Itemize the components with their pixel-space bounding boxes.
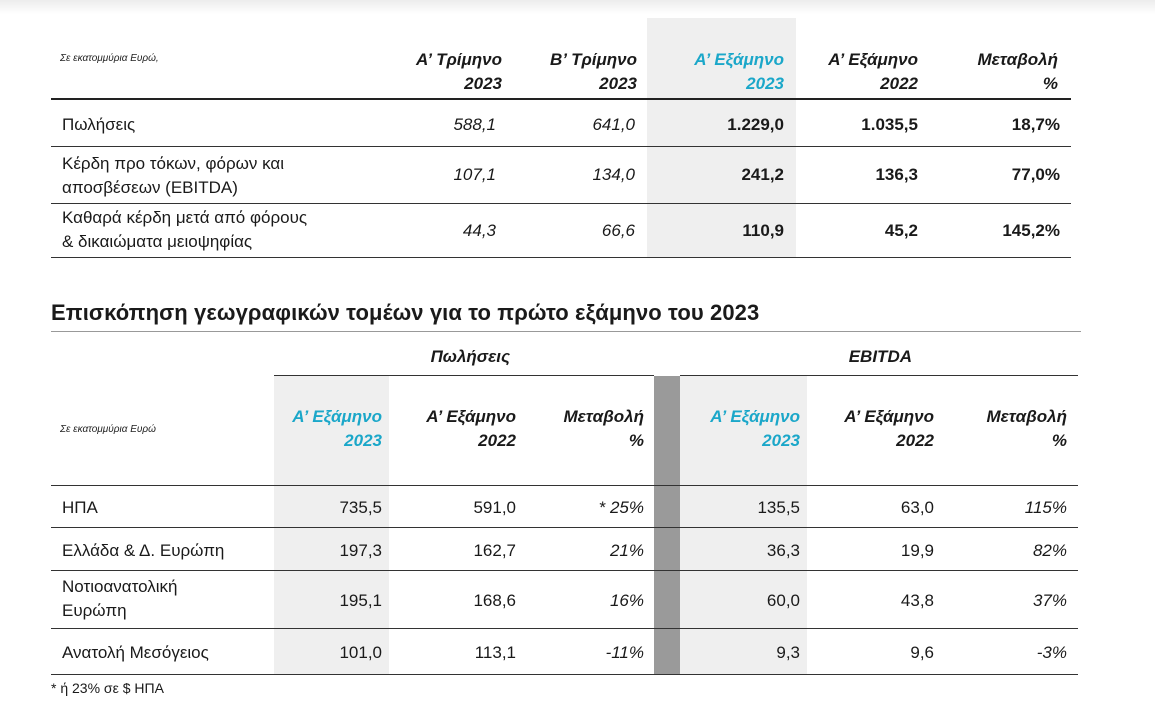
highlight-column-shade <box>680 376 807 674</box>
header-rule <box>51 98 1071 100</box>
unit-label: Σε εκατομμύρια Ευρώ, <box>60 53 159 64</box>
row-rule <box>51 146 1071 147</box>
header-rule <box>51 485 1078 486</box>
table-cell: 168,6 <box>473 591 516 610</box>
table-cell: 1.229,0 <box>727 115 784 134</box>
col-header-ebitda-h1-2023: Α’ Εξάμηνο 2023 <box>710 407 800 450</box>
table-cell: 18,7% <box>1011 115 1060 134</box>
row-label: Καθαρά κέρδη μετά από φόρους & δικαιώματα… <box>62 208 308 251</box>
col-header-h1-2022: Α’ Εξάμηνο 2022 <box>828 50 918 93</box>
row-label: Ελλάδα & Δ. Ευρώπη <box>62 541 225 560</box>
col-header-sales-h1-2023: Α’ Εξάμηνο 2023 <box>292 407 382 450</box>
table-cell: 145,2% <box>1002 221 1060 240</box>
table-cell: 16% <box>609 591 644 610</box>
group-header-sales: Πωλήσεις <box>430 347 510 366</box>
top-edge-shadow <box>0 0 1155 14</box>
row-label: Ανατολή Μεσόγειος <box>62 643 209 662</box>
table-cell: 113,1 <box>474 643 516 662</box>
col-header-h1-2023: Α’ Εξάμηνο 2023 <box>694 50 784 93</box>
table-cell: 107,1 <box>453 165 496 184</box>
row-rule <box>51 527 1078 528</box>
table-cell: 110,9 <box>742 221 784 240</box>
table-bottom-rule <box>51 674 1078 675</box>
table-cell: 195,1 <box>339 591 382 610</box>
table-cell: 735,5 <box>339 498 382 517</box>
table-cell: 134,0 <box>592 165 635 184</box>
table-cell: 135,5 <box>757 498 800 517</box>
table-cell: 162,7 <box>473 541 516 560</box>
table-cell: 37% <box>1032 591 1067 610</box>
row-rule <box>51 628 1078 629</box>
table-cell: 77,0% <box>1011 165 1060 184</box>
table-cell: 44,3 <box>462 221 496 240</box>
table-cell: 588,1 <box>453 115 496 134</box>
table-cell: 241,2 <box>741 165 784 184</box>
group-rule-sales <box>274 375 654 376</box>
table-cell: 101,0 <box>339 643 382 662</box>
title-rule <box>51 331 1081 332</box>
row-label: Πωλήσεις <box>62 115 136 134</box>
col-header-sales-change: Μεταβολή% <box>563 407 644 450</box>
row-label: Νοτιοανατολική Ευρώπη <box>62 577 178 620</box>
highlight-column-shade <box>274 376 389 674</box>
col-header-ebitda-change: Μεταβολή% <box>986 407 1067 450</box>
table-cell: 591,0 <box>473 498 516 517</box>
col-header-change: Μεταβολή% <box>977 50 1058 93</box>
group-separator-bar <box>654 376 680 674</box>
table-cell: 45,2 <box>884 221 918 240</box>
group-header-ebitda: EBITDA <box>848 347 912 366</box>
table-cell: * 25% <box>598 498 644 517</box>
group-rule-ebitda <box>680 375 1078 376</box>
table-cell: -3% <box>1036 643 1067 662</box>
table-cell: 641,0 <box>592 115 635 134</box>
highlight-column-shade <box>647 18 796 257</box>
table-cell: 1.035,5 <box>861 115 918 134</box>
table-cell: 66,6 <box>601 221 635 240</box>
table-cell: 21% <box>609 541 644 560</box>
table-cell: 197,3 <box>339 541 382 560</box>
table-cell: 63,0 <box>900 498 934 517</box>
row-rule <box>51 570 1078 571</box>
table-cell: 82% <box>1032 541 1067 560</box>
footnote: * ή 23% σε $ ΗΠΑ <box>51 680 164 696</box>
row-rule <box>51 203 1071 204</box>
table-cell: 136,3 <box>875 165 918 184</box>
table-cell: 9,3 <box>776 643 800 662</box>
col-header-ebitda-h1-2022: Α’ Εξάμηνο 2022 <box>844 407 934 450</box>
col-header-q2-2023: Β’ Τρίμηνο 2023 <box>550 50 637 93</box>
table-cell: 9,6 <box>910 643 934 662</box>
table-cell: 115% <box>1024 498 1067 517</box>
col-header-sales-h1-2022: Α’ Εξάμηνο 2022 <box>426 407 516 450</box>
table-cell: 19,9 <box>900 541 934 560</box>
section-title: Επισκόπηση γεωγραφικών τομέων για το πρώ… <box>51 300 760 325</box>
table-cell: 36,3 <box>766 541 800 560</box>
row-label: Κέρδη προ τόκων, φόρων και αποσβέσεων (EB… <box>62 154 285 197</box>
row-label: ΗΠΑ <box>62 498 98 517</box>
unit-label: Σε εκατομμύρια Ευρώ <box>60 424 156 435</box>
col-header-q1-2023: Α’ Τρίμηνο 2023 <box>415 50 502 93</box>
table-cell: -11% <box>605 643 644 662</box>
table-cell: 43,8 <box>900 591 934 610</box>
table-cell: 60,0 <box>766 591 800 610</box>
table-bottom-rule <box>51 257 1071 258</box>
